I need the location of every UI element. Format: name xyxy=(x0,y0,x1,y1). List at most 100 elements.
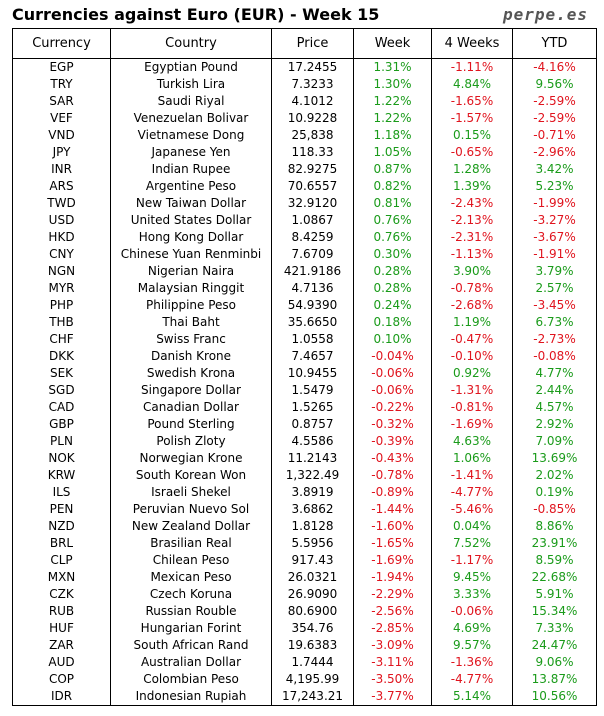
country-cell: South African Rand xyxy=(110,637,272,654)
table-row: VND Vietnamese Dong 25,838 1.18% 0.15% -0.71% xyxy=(12,127,597,144)
column-header-currency: Currency xyxy=(12,28,111,59)
ytd-change-cell: 8.86% xyxy=(512,518,597,535)
country-cell: Nigerian Naira xyxy=(110,263,272,280)
country-cell: South Korean Won xyxy=(110,467,272,484)
price-cell: 25,838 xyxy=(271,127,354,144)
table-row: EGP Egyptian Pound 17.2455 1.31% -1.11% -4.16… xyxy=(12,58,597,76)
country-cell: Hungarian Forint xyxy=(110,620,272,637)
currency-code-cell: CNY xyxy=(12,246,111,263)
four-weeks-change-cell: -1.13% xyxy=(431,246,513,263)
four-weeks-change-cell: 1.39% xyxy=(431,178,513,195)
currency-code-cell: AUD xyxy=(12,654,111,671)
price-cell: 3.8919 xyxy=(271,484,354,501)
week-change-cell: -3.77% xyxy=(353,688,432,706)
ytd-change-cell: 9.06% xyxy=(512,654,597,671)
week-change-cell: -1.44% xyxy=(353,501,432,518)
four-weeks-change-cell: -4.77% xyxy=(431,484,513,501)
four-weeks-change-cell: -1.57% xyxy=(431,110,513,127)
country-cell: Colombian Peso xyxy=(110,671,272,688)
ytd-change-cell: 4.77% xyxy=(512,365,597,382)
price-cell: 421.9186 xyxy=(271,263,354,280)
four-weeks-change-cell: -2.13% xyxy=(431,212,513,229)
table-row: CZK Czech Koruna 26.9090 -2.29% 3.33% 5.91% xyxy=(12,586,597,603)
table-row: CHF Swiss Franc 1.0558 0.10% -0.47% -2.73% xyxy=(12,331,597,348)
currency-code-cell: DKK xyxy=(12,348,111,365)
price-cell: 1.5479 xyxy=(271,382,354,399)
table-row: PHP Philippine Peso 54.9390 0.24% -2.68% -3.4… xyxy=(12,297,597,314)
price-cell: 354.76 xyxy=(271,620,354,637)
week-change-cell: -0.32% xyxy=(353,416,432,433)
price-cell: 26.9090 xyxy=(271,586,354,603)
price-cell: 1.8128 xyxy=(271,518,354,535)
country-cell: Philippine Peso xyxy=(110,297,272,314)
country-cell: Czech Koruna xyxy=(110,586,272,603)
table-row: CLP Chilean Peso 917.43 -1.69% -1.17% 8.59% xyxy=(12,552,597,569)
price-cell: 1,322.49 xyxy=(271,467,354,484)
table-row: RUB Russian Rouble 80.6900 -2.56% -0.06% 15.3… xyxy=(12,603,597,620)
country-cell: Pound Sterling xyxy=(110,416,272,433)
currency-code-cell: HUF xyxy=(12,620,111,637)
table-row: COP Colombian Peso 4,195.99 -3.50% -4.77% 13.… xyxy=(12,671,597,688)
four-weeks-change-cell: -0.47% xyxy=(431,331,513,348)
week-change-cell: 0.18% xyxy=(353,314,432,331)
table-row: THB Thai Baht 35.6650 0.18% 1.19% 6.73% xyxy=(12,314,597,331)
ytd-change-cell: 2.57% xyxy=(512,280,597,297)
price-cell: 7.4657 xyxy=(271,348,354,365)
price-cell: 4.5586 xyxy=(271,433,354,450)
country-cell: Egyptian Pound xyxy=(110,58,272,76)
price-cell: 11.2143 xyxy=(271,450,354,467)
ytd-change-cell: 4.57% xyxy=(512,399,597,416)
ytd-change-cell: -0.71% xyxy=(512,127,597,144)
week-change-cell: 0.24% xyxy=(353,297,432,314)
four-weeks-change-cell: -0.65% xyxy=(431,144,513,161)
ytd-change-cell: 8.59% xyxy=(512,552,597,569)
week-change-cell: -2.56% xyxy=(353,603,432,620)
country-cell: Malaysian Ringgit xyxy=(110,280,272,297)
table-row: SGD Singapore Dollar 1.5479 -0.06% -1.31% 2.4… xyxy=(12,382,597,399)
four-weeks-change-cell: -0.78% xyxy=(431,280,513,297)
currency-code-cell: INR xyxy=(12,161,111,178)
four-weeks-change-cell: -1.31% xyxy=(431,382,513,399)
currency-code-cell: THB xyxy=(12,314,111,331)
country-cell: Hong Kong Dollar xyxy=(110,229,272,246)
column-header-ytd: YTD xyxy=(512,28,597,59)
four-weeks-change-cell: 0.15% xyxy=(431,127,513,144)
four-weeks-change-cell: 0.04% xyxy=(431,518,513,535)
ytd-change-cell: 7.33% xyxy=(512,620,597,637)
price-cell: 5.5956 xyxy=(271,535,354,552)
country-cell: Danish Krone xyxy=(110,348,272,365)
price-cell: 54.9390 xyxy=(271,297,354,314)
table-row: DKK Danish Krone 7.4657 -0.04% -0.10% -0.08% xyxy=(12,348,597,365)
table-row: BRL Brasilian Real 5.5956 -1.65% 7.52% 23.91% xyxy=(12,535,597,552)
price-cell: 1.0558 xyxy=(271,331,354,348)
week-change-cell: -2.85% xyxy=(353,620,432,637)
four-weeks-change-cell: -0.10% xyxy=(431,348,513,365)
ytd-change-cell: 13.69% xyxy=(512,450,597,467)
price-cell: 32.9120 xyxy=(271,195,354,212)
currency-code-cell: SEK xyxy=(12,365,111,382)
country-cell: Indonesian Rupiah xyxy=(110,688,272,706)
week-change-cell: -2.29% xyxy=(353,586,432,603)
country-cell: Chinese Yuan Renminbi xyxy=(110,246,272,263)
four-weeks-change-cell: 3.33% xyxy=(431,586,513,603)
table-row: PEN Peruvian Nuevo Sol 3.6862 -1.44% -5.46% -… xyxy=(12,501,597,518)
ytd-change-cell: 5.91% xyxy=(512,586,597,603)
table-row: JPY Japanese Yen 118.33 1.05% -0.65% -2.96% xyxy=(12,144,597,161)
price-cell: 1.0867 xyxy=(271,212,354,229)
week-change-cell: -0.39% xyxy=(353,433,432,450)
price-cell: 80.6900 xyxy=(271,603,354,620)
week-change-cell: 1.22% xyxy=(353,110,432,127)
currency-code-cell: JPY xyxy=(12,144,111,161)
table-row: PLN Polish Zloty 4.5586 -0.39% 4.63% 7.09% xyxy=(12,433,597,450)
four-weeks-change-cell: -1.11% xyxy=(431,58,513,76)
week-change-cell: -0.43% xyxy=(353,450,432,467)
ytd-change-cell: 7.09% xyxy=(512,433,597,450)
week-change-cell: -3.11% xyxy=(353,654,432,671)
ytd-change-cell: 2.44% xyxy=(512,382,597,399)
week-change-cell: 0.87% xyxy=(353,161,432,178)
ytd-change-cell: -2.73% xyxy=(512,331,597,348)
table-row: USD United States Dollar 1.0867 0.76% -2.13%… xyxy=(12,212,597,229)
week-change-cell: 0.28% xyxy=(353,263,432,280)
table-row: NZD New Zealand Dollar 1.8128 -1.60% 0.04% 8.… xyxy=(12,518,597,535)
country-cell: Israeli Shekel xyxy=(110,484,272,501)
